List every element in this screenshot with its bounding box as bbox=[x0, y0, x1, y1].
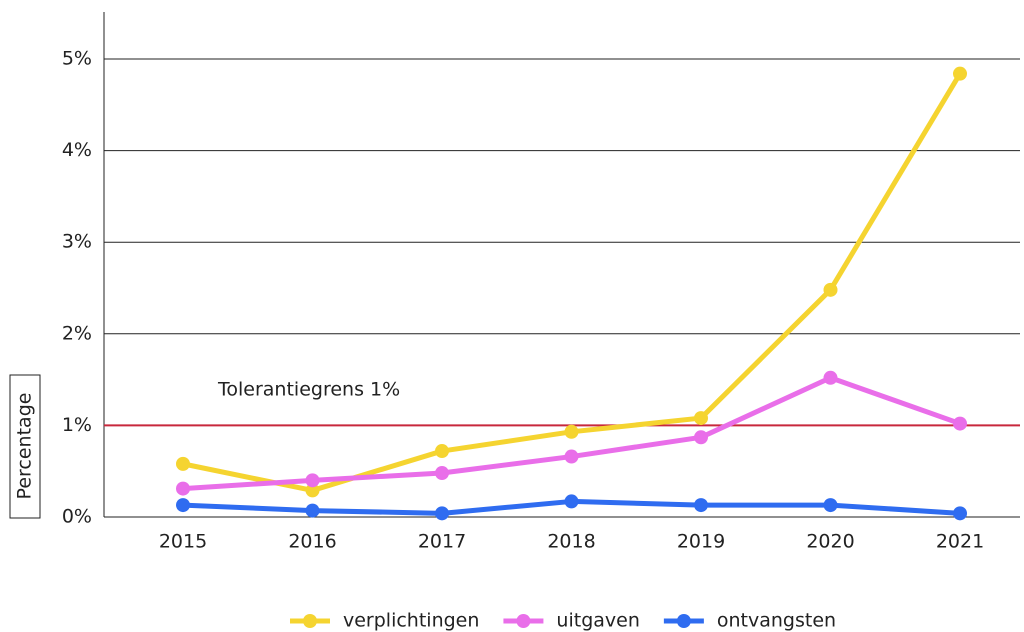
x-tick-label: 2018 bbox=[547, 531, 595, 553]
legend-dot bbox=[676, 614, 691, 628]
x-tick-label: 2019 bbox=[677, 531, 725, 553]
legend-label: uitgaven bbox=[556, 610, 639, 632]
y-tick-label: 2% bbox=[62, 322, 92, 344]
data-point bbox=[176, 456, 190, 471]
data-point bbox=[694, 430, 708, 445]
legend-dot bbox=[303, 614, 317, 628]
x-tick-label: 2017 bbox=[418, 531, 466, 553]
data-point bbox=[176, 498, 190, 513]
data-point bbox=[564, 424, 579, 439]
data-point bbox=[823, 498, 838, 513]
data-point bbox=[823, 370, 838, 385]
x-tick-label: 2015 bbox=[159, 531, 207, 553]
y-label-box bbox=[9, 374, 41, 519]
y-tick-label: 0% bbox=[62, 506, 92, 528]
x-tick-label: 2016 bbox=[288, 531, 336, 553]
legend-label: ontvangsten bbox=[717, 610, 836, 632]
data-point bbox=[435, 466, 449, 481]
data-point bbox=[176, 481, 190, 496]
legend-label: verplichtingen bbox=[343, 610, 479, 632]
data-point bbox=[564, 494, 579, 509]
x-tick-label: 2020 bbox=[806, 531, 854, 553]
data-point bbox=[305, 473, 320, 488]
data-point bbox=[694, 411, 708, 426]
y-axis-label: Percentage bbox=[14, 393, 36, 500]
threshold-label: Tolerantiegrens 1% bbox=[217, 379, 400, 401]
data-point bbox=[953, 506, 967, 521]
data-point bbox=[694, 498, 708, 513]
data-point bbox=[435, 444, 449, 459]
legend-dot bbox=[516, 614, 531, 628]
data-point bbox=[435, 506, 449, 521]
data-point bbox=[305, 503, 320, 518]
x-tick-label: 2021 bbox=[936, 531, 984, 553]
y-tick-label: 4% bbox=[62, 139, 92, 161]
data-point bbox=[953, 66, 967, 81]
y-tick-label: 5% bbox=[62, 48, 92, 70]
data-point bbox=[305, 483, 320, 498]
y-tick-label: 1% bbox=[62, 414, 92, 436]
data-point bbox=[953, 416, 967, 431]
y-tick-label: 3% bbox=[62, 231, 92, 253]
data-point bbox=[823, 282, 838, 297]
data-point bbox=[564, 449, 579, 464]
